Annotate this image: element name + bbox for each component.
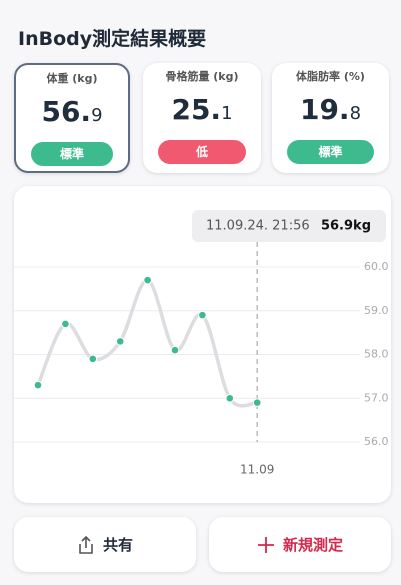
metric-card[interactable]: 体脂肪率 (%) 19.8 標準: [272, 63, 389, 173]
data-point: [33, 380, 43, 390]
data-point: [88, 354, 98, 364]
y-tick-label: 60.0: [364, 260, 389, 273]
tooltip-time: 11.09.24. 21:56: [206, 219, 310, 234]
share-icon: [79, 535, 93, 554]
data-point: [115, 337, 125, 346]
tooltip-value: 56.9kg: [321, 219, 371, 234]
x-tick-label: 11.09: [240, 463, 274, 477]
new-measure-label: 新規測定: [282, 536, 343, 554]
chart: 11.09.24. 21:56 56.9kg 60.0 59.0 58.0 57.0 5…: [14, 210, 389, 477]
new-measure-button[interactable]: 新規測定: [209, 517, 391, 572]
metric-status: 標準: [287, 140, 374, 164]
chart-panel: 11.09.24. 21:56 56.9kg 60.0 59.0 58.0 57.0 5…: [14, 186, 391, 503]
metric-status: 低: [158, 140, 246, 164]
plus-icon: [257, 536, 274, 553]
metric-fraction: 1: [221, 103, 233, 124]
metric-label: 体脂肪率 (%): [296, 70, 365, 83]
data-point: [170, 345, 180, 355]
y-tick-label: 58.0: [364, 348, 389, 361]
metric-label: 体重 (kg): [46, 72, 98, 85]
metric-whole: 25.: [171, 93, 222, 126]
metric-card[interactable]: 体重 (kg) 56.9 標準: [14, 63, 130, 173]
metric-fraction: 8: [349, 103, 362, 124]
y-tick-label: 57.0: [364, 391, 389, 404]
y-tick-label: 59.0: [364, 304, 389, 317]
metric-value: 19.8: [272, 93, 389, 126]
metric-value: 56.9: [16, 95, 128, 128]
metric-fraction: 9: [91, 105, 103, 126]
data-point: [252, 398, 262, 407]
tooltip: [192, 210, 386, 242]
share-button[interactable]: 共有: [14, 517, 196, 572]
trend-line: [36, 278, 258, 408]
data-point: [61, 319, 70, 329]
metric-card[interactable]: 骨格筋量 (kg) 25.1 低: [143, 63, 261, 173]
metric-whole: 19.: [299, 93, 350, 126]
share-label: 共有: [102, 536, 133, 554]
data-point: [225, 393, 235, 403]
page-title: InBody測定結果概要: [18, 28, 207, 50]
data-point: [198, 310, 207, 320]
metric-label: 骨格筋量 (kg): [165, 70, 239, 83]
metric-whole: 56.: [41, 95, 92, 128]
y-tick-label: 56.0: [364, 435, 389, 448]
data-point: [143, 275, 152, 285]
metric-status: 標準: [31, 142, 113, 166]
metric-value: 25.1: [143, 93, 261, 126]
